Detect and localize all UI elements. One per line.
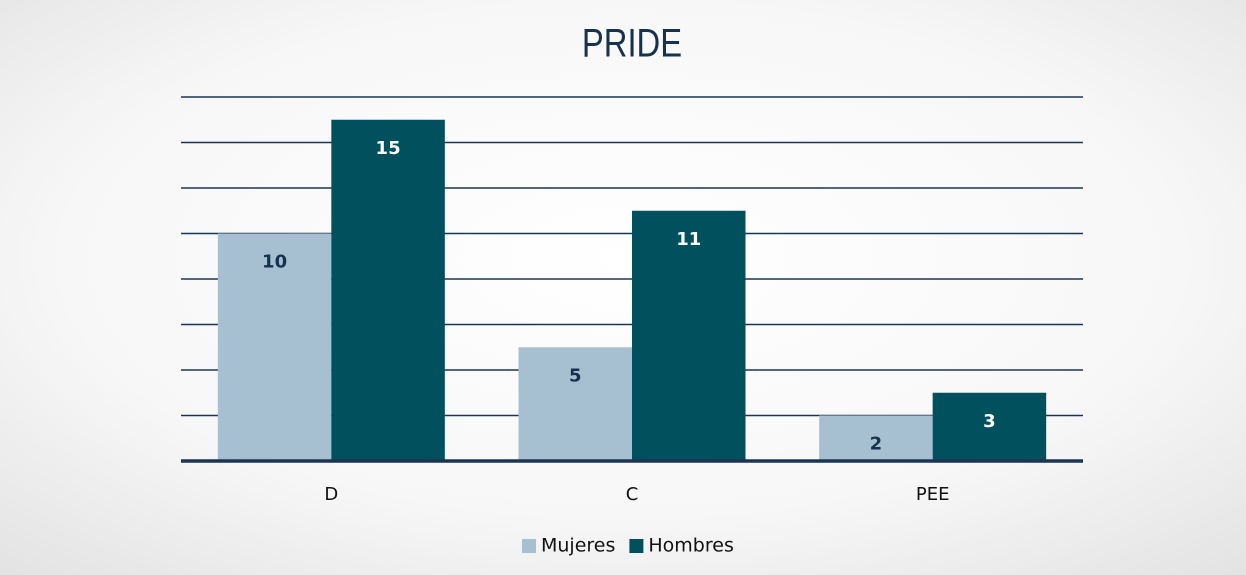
data-label: 3 [983, 411, 996, 432]
legend-label: Mujeres [541, 535, 615, 557]
data-label: 11 [676, 229, 701, 250]
bar [331, 119, 445, 461]
legend-swatch [522, 539, 536, 553]
bar [217, 233, 332, 461]
data-label: 5 [569, 365, 582, 386]
data-label: 2 [870, 434, 883, 455]
bar [932, 392, 1047, 461]
bar [819, 415, 933, 461]
chart-title: PRIDE [582, 20, 682, 65]
legend-swatch [629, 539, 644, 553]
x-tick-label: C [626, 484, 639, 505]
bar [632, 210, 746, 461]
x-tick-label: D [324, 484, 338, 505]
data-label: 10 [262, 252, 287, 273]
legend-label: Hombres [648, 535, 733, 557]
bar [518, 347, 632, 461]
data-label: 15 [376, 138, 401, 159]
x-tick-label: PEE [916, 484, 950, 505]
